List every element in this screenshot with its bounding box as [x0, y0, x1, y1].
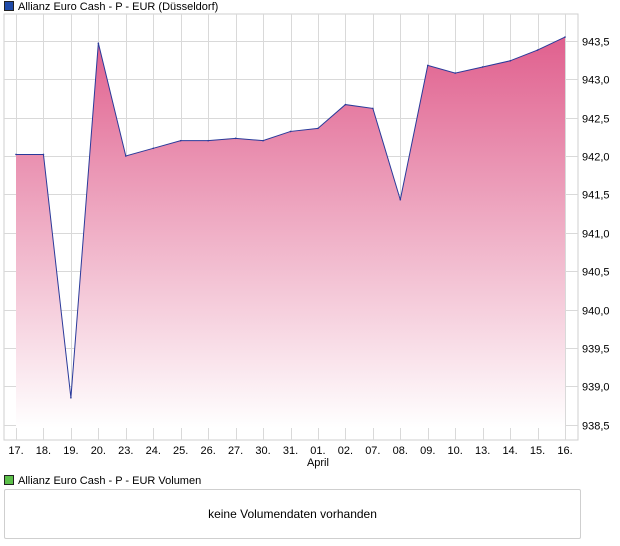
price-point	[481, 66, 484, 68]
y-tick-label: 942,5	[582, 114, 610, 126]
y-tick-label: 938,5	[582, 421, 610, 433]
x-month-label: April	[307, 457, 329, 469]
x-tick-label: 18.	[36, 445, 51, 457]
price-legend-swatch	[4, 1, 14, 11]
volume-legend: Allianz Euro Cash - P - EUR Volumen	[4, 474, 201, 488]
y-tick-label: 943,5	[582, 37, 610, 49]
price-point	[70, 396, 72, 399]
y-tick-label: 939,5	[582, 344, 610, 356]
x-tick-label: 08.	[393, 445, 408, 457]
price-point	[152, 147, 155, 150]
price-point	[317, 127, 319, 130]
x-tick-label: 23.	[118, 445, 133, 457]
no-volume-message: keine Volumendaten vorhanden	[208, 507, 377, 521]
x-tick-label: 07.	[365, 445, 380, 457]
price-point	[97, 42, 100, 44]
price-point	[179, 139, 182, 142]
x-tick-label: 17.	[8, 445, 23, 457]
price-legend-label: Allianz Euro Cash - P - EUR (Düsseldorf)	[18, 1, 219, 13]
x-tick-label: 19.	[63, 445, 78, 457]
y-tick-label: 940,0	[582, 306, 610, 318]
price-point	[344, 103, 347, 106]
x-tick-label: 15.	[530, 445, 545, 457]
price-point	[262, 139, 264, 142]
price-point	[42, 153, 45, 156]
x-tick-label: 13.	[475, 445, 490, 457]
price-point	[207, 139, 209, 142]
price-point	[509, 60, 511, 62]
price-point	[372, 107, 374, 110]
y-tick-label: 941,0	[582, 229, 610, 241]
y-tick-label: 943,0	[582, 75, 610, 87]
x-tick-label: 30.	[255, 445, 270, 457]
price-point	[564, 36, 566, 38]
x-tick-label: 25.	[173, 445, 188, 457]
price-point	[289, 130, 292, 133]
price-chart: 938,5 939,0 939,5 940,0 940,5 941,0 941,5 942,0…	[3, 13, 610, 469]
x-tick-label: 14.	[502, 445, 517, 457]
y-tick-label: 942,0	[582, 152, 610, 164]
x-tick-label: 26.	[201, 445, 216, 457]
y-tick-label: 940,5	[582, 267, 610, 279]
volume-legend-swatch	[4, 475, 14, 485]
price-point	[234, 137, 237, 140]
x-tick-label: 09.	[420, 445, 435, 457]
price-point	[399, 198, 402, 201]
x-tick-label: 24.	[146, 445, 161, 457]
volume-legend-label: Allianz Euro Cash - P - EUR Volumen	[18, 475, 202, 487]
x-tick-label: 20.	[91, 445, 106, 457]
price-point	[454, 72, 457, 74]
price-point	[426, 64, 429, 67]
price-area	[16, 37, 565, 428]
volume-panel: keine Volumendaten vorhanden	[4, 489, 581, 539]
x-tick-label: 31.	[283, 445, 298, 457]
y-tick-label: 941,5	[582, 190, 610, 202]
x-tick-label: 16.	[557, 445, 572, 457]
price-point	[125, 155, 127, 157]
price-legend: Allianz Euro Cash - P - EUR (Düsseldorf)	[4, 0, 218, 14]
x-tick-label: 10.	[448, 445, 463, 457]
price-point	[15, 153, 17, 156]
x-tick-label: 01.	[310, 445, 325, 457]
price-point	[536, 49, 539, 51]
x-tick-label: 02.	[338, 445, 353, 457]
x-tick-label: 27.	[228, 445, 243, 457]
y-tick-label: 939,0	[582, 382, 610, 394]
